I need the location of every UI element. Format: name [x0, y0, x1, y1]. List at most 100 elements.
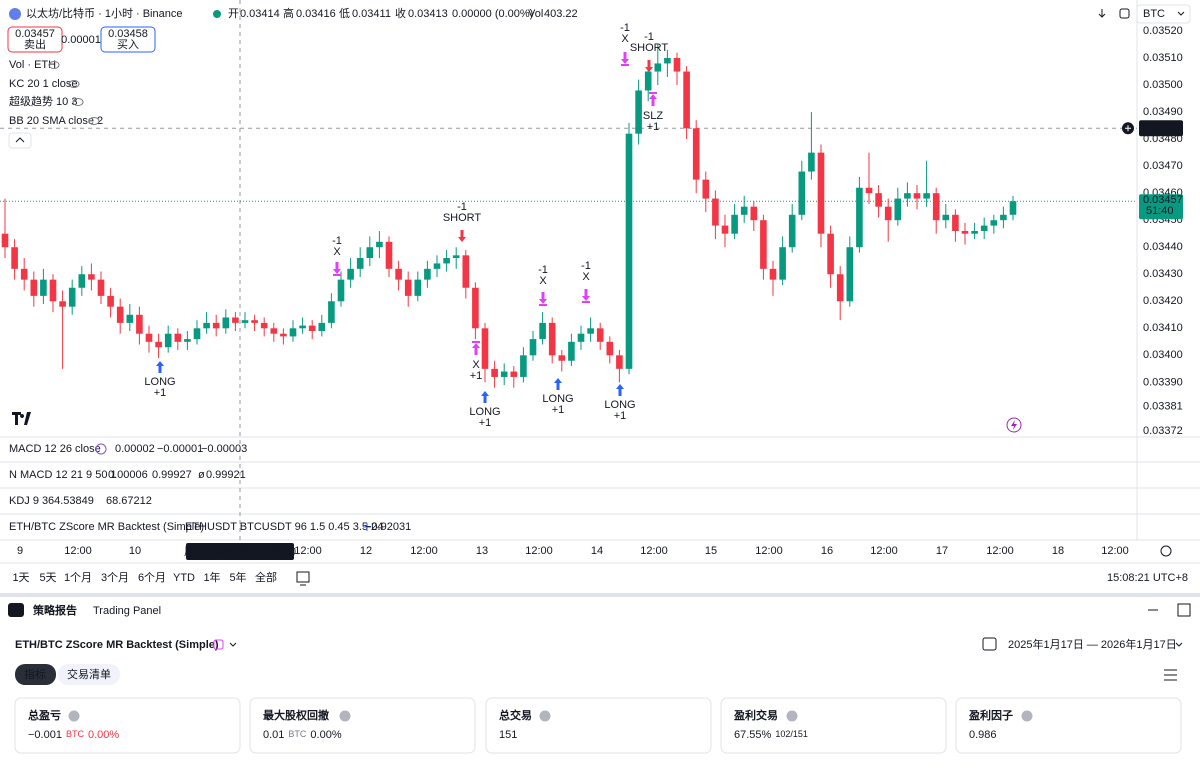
candle-body: [289, 328, 297, 337]
candle-body: [980, 225, 988, 231]
subtab[interactable]: [58, 664, 120, 685]
range-button[interactable]: 全部: [255, 570, 277, 584]
candle-body: [616, 355, 623, 369]
candle-body: [654, 63, 662, 72]
x-tick-label: 12:00: [525, 545, 553, 557]
lightning-icon[interactable]: [1006, 417, 1022, 433]
candle-body: [971, 231, 978, 234]
axis-settings[interactable]: [1160, 545, 1172, 557]
range-button[interactable]: 5天: [39, 572, 56, 584]
download-icon[interactable]: [1098, 9, 1106, 18]
collapse-button[interactable]: [8, 132, 32, 149]
currency-select[interactable]: [1136, 4, 1191, 24]
strategy-chevron: [229, 642, 237, 647]
candle-body: [462, 255, 470, 288]
settings-icon: [363, 523, 371, 531]
candle-body: [328, 301, 335, 323]
candle-body: [366, 247, 374, 259]
subtab-active[interactable]: [15, 664, 56, 685]
subtab[interactable]: 交易清单: [67, 667, 111, 681]
candle-body: [865, 187, 873, 194]
x-tick-label: 12:00: [294, 545, 322, 557]
panel-controls[interactable]: [1148, 603, 1191, 617]
metric-label: 最大股权回撤: [263, 708, 329, 722]
last-price-label: 0.03457: [1143, 194, 1183, 206]
range-button[interactable]: 3个月: [101, 571, 129, 584]
candle-body: [875, 193, 882, 207]
candle-body: [385, 241, 393, 269]
report-icon: [8, 603, 24, 617]
buy-button[interactable]: [100, 26, 156, 53]
indicator-legend[interactable]: 超级趋势 10 3: [9, 94, 77, 108]
candle-body: [808, 152, 815, 172]
candle-body: [136, 314, 143, 334]
indicator-legend[interactable]: KC 20 1 close: [9, 78, 77, 90]
signal-label: X: [582, 271, 590, 283]
x-tick-label: 12:00: [1101, 545, 1129, 557]
ohlc-value: 0.03413: [408, 8, 448, 20]
candle-body: [577, 333, 585, 342]
range-button[interactable]: 1个月: [64, 571, 92, 584]
candle-body: [347, 268, 354, 280]
candle-body: [59, 301, 66, 307]
candle-body: [68, 287, 76, 307]
date-range[interactable]: 2025年1月17日 — 2026年1月17日: [1008, 637, 1177, 651]
signal-arrow: [156, 361, 164, 373]
pane-value: 64.53849: [48, 495, 94, 507]
x-tick-label: 12:00: [410, 545, 438, 557]
candle-body: [145, 333, 153, 342]
subtab[interactable]: 指标: [24, 667, 46, 681]
y-tick-label: 0.03510: [1143, 52, 1183, 64]
report-tab[interactable]: 策略报告: [32, 603, 77, 617]
sell-button[interactable]: [7, 26, 63, 53]
ohlc-label: 收: [395, 6, 406, 20]
signal-label: LONG: [469, 406, 500, 418]
candle-body: [904, 193, 911, 199]
metric-number: −0.001: [28, 729, 62, 741]
pane-name: MACD 12 26 close: [9, 443, 101, 455]
indicator-legend[interactable]: Vol · ETH: [9, 59, 56, 71]
report-tab[interactable]: Trading Panel: [93, 605, 161, 617]
lightning-bolt: [1011, 420, 1017, 430]
signal-label: -1: [581, 260, 591, 272]
candle-body: [280, 333, 287, 337]
clock: 15:08:21 UTC+8: [1107, 572, 1188, 584]
candle-body: [548, 322, 556, 356]
candle-body: [126, 314, 134, 323]
pane-value: 0.99921: [206, 469, 246, 481]
range-button[interactable]: 5年: [229, 570, 246, 584]
fullscreen-icon[interactable]: [1119, 8, 1130, 19]
signal-label: SHORT: [443, 212, 482, 224]
tv-logo: [12, 412, 31, 425]
pane-value: −0.92031: [365, 521, 411, 533]
date-chevron: [1175, 642, 1183, 647]
sell-price: 0.03457: [15, 28, 55, 40]
compare-icon[interactable]: [296, 571, 310, 586]
y-tick-label: 0.03390: [1143, 376, 1183, 388]
candle-body: [692, 128, 700, 180]
y-tick-label: 0.03400: [1143, 349, 1183, 361]
range-button[interactable]: 6个月: [138, 571, 166, 584]
candle-body: [299, 325, 306, 329]
candle-body: [856, 187, 863, 248]
range-button[interactable]: 1年: [203, 570, 220, 584]
signal-label: +1: [479, 417, 492, 429]
price-change: 0.00000 (0.00%): [452, 8, 533, 20]
layout-icon[interactable]: [1164, 669, 1177, 681]
currency-chevron: [1177, 11, 1185, 16]
metric-unit: BTC: [288, 729, 307, 739]
candle-body: [1000, 214, 1007, 221]
candle-body: [260, 322, 268, 329]
indicator-legend[interactable]: BB 20 SMA close 2: [9, 115, 103, 127]
candle-body: [817, 152, 825, 234]
candle-body: [750, 206, 758, 221]
candle-body: [193, 328, 201, 340]
price-axis-bg: [1138, 0, 1200, 540]
crosshair-time-box: [186, 543, 294, 560]
candle-body: [673, 58, 681, 72]
sell-label: 卖出: [24, 37, 46, 51]
currency-label: BTC: [1143, 8, 1165, 20]
range-button[interactable]: 1天: [12, 572, 29, 584]
spread: 0.00001: [61, 34, 101, 46]
range-button[interactable]: YTD: [173, 572, 195, 584]
